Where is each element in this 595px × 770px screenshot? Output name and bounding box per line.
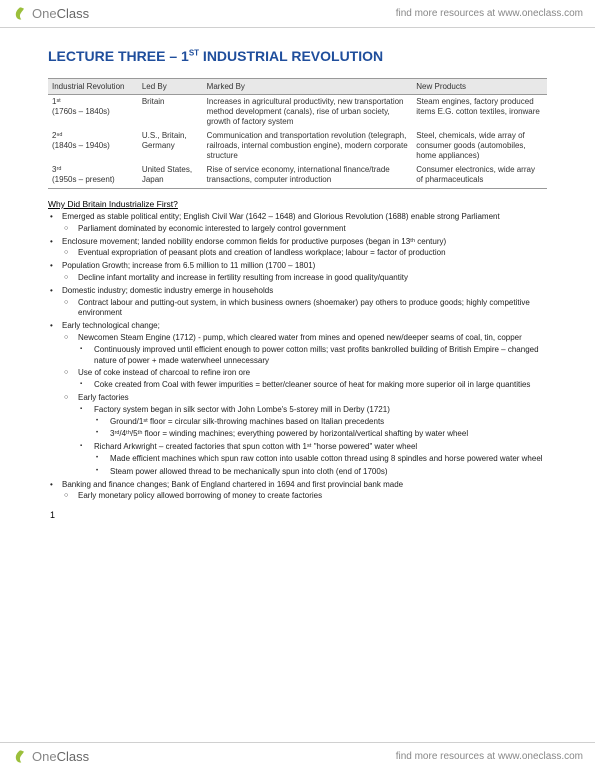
list-item: Parliament dominated by economic interes… — [62, 224, 547, 235]
table-row: 3ʳᵈ(1950s – present) United States, Japa… — [48, 163, 547, 189]
brand-logo-footer: OneClass — [12, 749, 89, 765]
list-item: Population Growth; increase from 6.5 mil… — [48, 261, 547, 284]
th-revolution: Industrial Revolution — [48, 79, 138, 95]
revolution-table: Industrial Revolution Led By Marked By N… — [48, 78, 547, 189]
list-item: Enclosure movement; landed nobility endo… — [48, 237, 547, 260]
footer-tagline: find more resources at www.oneclass.com — [396, 751, 583, 762]
header-tagline: find more resources at www.oneclass.com — [396, 8, 583, 19]
list-item: Early monetary policy allowed borrowing … — [62, 491, 547, 502]
page-footer: OneClass find more resources at www.onec… — [0, 742, 595, 770]
list-item: Steam power allowed thread to be mechani… — [94, 467, 547, 478]
list-item: Contract labour and putting-out system, … — [62, 298, 547, 320]
list-item: Decline infant mortality and increase in… — [62, 273, 547, 284]
notes-list: Emerged as stable political entity; Engl… — [48, 212, 547, 502]
th-ledby: Led By — [138, 79, 203, 95]
document-body: LECTURE THREE – 1ST INDUSTRIAL REVOLUTIO… — [0, 28, 595, 520]
list-item: Newcomen Steam Engine (1712) - pump, whi… — [62, 333, 547, 366]
list-item: Richard Arkwright – created factories th… — [78, 442, 547, 477]
table-row: 1ˢᵗ(1760s – 1840s) Britain Increases in … — [48, 95, 547, 130]
list-item: Use of coke instead of charcoal to refin… — [62, 368, 547, 391]
list-item: Ground/1ˢᵗ floor = circular silk-throwin… — [94, 417, 547, 428]
th-products: New Products — [412, 79, 547, 95]
brand-text-footer: OneClass — [32, 749, 89, 764]
list-item: Eventual expropriation of peasant plots … — [62, 248, 547, 259]
section-heading: Why Did Britain Industrialize First? — [48, 199, 547, 209]
list-item: Early technological change; Newcomen Ste… — [48, 321, 547, 477]
brand-text: OneClass — [32, 6, 89, 21]
page-header: OneClass find more resources at www.onec… — [0, 0, 595, 28]
list-item: Coke created from Coal with fewer impuri… — [78, 380, 547, 391]
list-item: Continuously improved until efficient en… — [78, 345, 547, 367]
brand-logo: OneClass — [12, 6, 89, 22]
leaf-icon — [12, 6, 28, 22]
leaf-icon — [12, 749, 28, 765]
list-item: Banking and finance changes; Bank of Eng… — [48, 480, 547, 503]
table-row: 2ⁿᵈ(1840s – 1940s) U.S., Britain, German… — [48, 129, 547, 163]
list-item: Factory system began in silk sector with… — [78, 405, 547, 440]
list-item: Early factories Factory system began in … — [62, 393, 547, 478]
lecture-title: LECTURE THREE – 1ST INDUSTRIAL REVOLUTIO… — [48, 48, 547, 64]
list-item: 3ʳᵈ/4ᵗʰ/5ᵗʰ floor = winding machines; ev… — [94, 429, 547, 440]
list-item: Emerged as stable political entity; Engl… — [48, 212, 547, 235]
list-item: Domestic industry; domestic industry eme… — [48, 286, 547, 319]
th-markedby: Marked By — [203, 79, 413, 95]
list-item: Made efficient machines which spun raw c… — [94, 454, 547, 465]
page-number: 1 — [50, 510, 547, 520]
